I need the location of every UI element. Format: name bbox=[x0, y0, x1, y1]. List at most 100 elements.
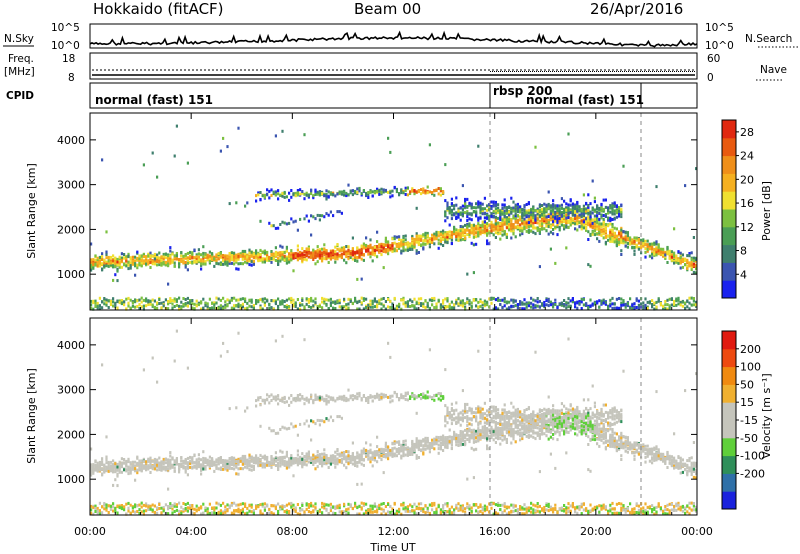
power-cell bbox=[215, 296, 218, 300]
power-cell bbox=[270, 250, 273, 253]
power-cell bbox=[450, 210, 453, 214]
power-cell bbox=[459, 212, 462, 216]
power-cell bbox=[609, 304, 612, 308]
power-cell bbox=[574, 305, 577, 309]
power-cell bbox=[120, 299, 123, 302]
power-cell bbox=[519, 205, 522, 209]
power-cell bbox=[530, 218, 533, 221]
power-cell bbox=[525, 225, 528, 229]
power-cell bbox=[270, 188, 273, 192]
power-cell bbox=[600, 203, 603, 207]
power-cell bbox=[582, 297, 585, 301]
power-cell bbox=[332, 256, 335, 260]
power-cell bbox=[692, 299, 695, 303]
power-cell bbox=[514, 226, 517, 230]
power-cell bbox=[96, 256, 99, 260]
power-cell bbox=[450, 197, 453, 201]
power-cell bbox=[312, 258, 315, 261]
velocity-cell bbox=[145, 502, 148, 506]
power-cell bbox=[576, 201, 579, 205]
power-cell bbox=[323, 215, 326, 219]
power-cell bbox=[514, 217, 517, 221]
velocity-cell bbox=[239, 502, 242, 506]
power-cell bbox=[285, 304, 288, 308]
velocity-cell bbox=[101, 511, 104, 515]
velocity-cell bbox=[169, 459, 172, 463]
power-cell bbox=[96, 261, 99, 265]
power-cell bbox=[598, 305, 601, 309]
power-cell bbox=[290, 255, 293, 259]
power-cell bbox=[589, 202, 592, 206]
velocity-cell bbox=[138, 503, 141, 507]
velocity-cell bbox=[230, 463, 233, 466]
velocity-cell bbox=[191, 511, 194, 515]
power-cell bbox=[197, 248, 200, 252]
power-cell bbox=[497, 298, 500, 302]
power-cell bbox=[624, 230, 627, 234]
velocity-cell bbox=[233, 460, 236, 464]
power-cell bbox=[536, 209, 539, 213]
velocity-cell bbox=[239, 457, 242, 461]
power-cell bbox=[149, 302, 152, 306]
velocity-cell bbox=[219, 354, 222, 358]
power-cell bbox=[389, 191, 392, 195]
power-cell bbox=[129, 266, 132, 270]
power-cell bbox=[125, 307, 128, 311]
velocity-cell bbox=[118, 470, 121, 474]
power-cell bbox=[466, 212, 469, 216]
velocity-cell bbox=[226, 350, 229, 354]
power-cell bbox=[516, 206, 519, 210]
power-cell bbox=[565, 202, 568, 206]
power-cell bbox=[598, 217, 601, 221]
velocity-cell bbox=[90, 508, 93, 512]
power-cell bbox=[613, 231, 616, 235]
power-cell bbox=[633, 305, 636, 309]
power-cell bbox=[310, 192, 313, 196]
velocity-cell bbox=[158, 461, 161, 465]
power-cell bbox=[666, 247, 669, 251]
power-cell bbox=[479, 224, 482, 228]
power-cell bbox=[439, 232, 442, 236]
power-cell bbox=[501, 226, 504, 230]
velocity-cell bbox=[105, 506, 108, 510]
velocity-cell bbox=[129, 469, 132, 473]
power-cell bbox=[481, 303, 484, 307]
power-cell bbox=[455, 301, 458, 305]
power-cell bbox=[505, 300, 508, 304]
power-cell bbox=[340, 248, 343, 252]
power-cell bbox=[604, 213, 607, 216]
velocity-cell bbox=[244, 457, 247, 460]
power-cell bbox=[230, 296, 233, 300]
power-cell bbox=[437, 246, 440, 250]
velocity-cell bbox=[90, 463, 93, 467]
power-cell bbox=[323, 194, 326, 198]
velocity-cell bbox=[178, 512, 181, 516]
velocity-cell bbox=[217, 462, 220, 466]
power-cell bbox=[686, 267, 689, 270]
power-cell bbox=[602, 219, 605, 223]
power-cell bbox=[519, 229, 522, 233]
power-cell bbox=[391, 307, 394, 311]
power-cell bbox=[609, 222, 612, 226]
power-cell bbox=[321, 300, 324, 304]
power-cell bbox=[129, 256, 132, 260]
power-cell bbox=[294, 301, 297, 305]
power-cell bbox=[664, 255, 667, 259]
velocity-cell bbox=[147, 459, 150, 463]
power-cell bbox=[180, 306, 183, 310]
power-cell bbox=[307, 245, 310, 249]
power-cell bbox=[589, 215, 592, 219]
power-cell bbox=[204, 301, 207, 305]
power-cell bbox=[602, 298, 605, 302]
power-cell bbox=[360, 277, 363, 281]
freq-panel: Freq. [MHz] 18 8 60 0 Nave bbox=[4, 52, 787, 84]
velocity-cell bbox=[98, 512, 101, 516]
power-cell bbox=[345, 307, 348, 311]
power-cell bbox=[362, 189, 365, 192]
velocity-cell bbox=[149, 460, 152, 463]
power-cell bbox=[593, 229, 596, 233]
velocity-cell bbox=[191, 457, 194, 461]
power-cell bbox=[527, 225, 530, 229]
power-cell bbox=[158, 259, 161, 263]
velocity-cell bbox=[162, 460, 165, 464]
